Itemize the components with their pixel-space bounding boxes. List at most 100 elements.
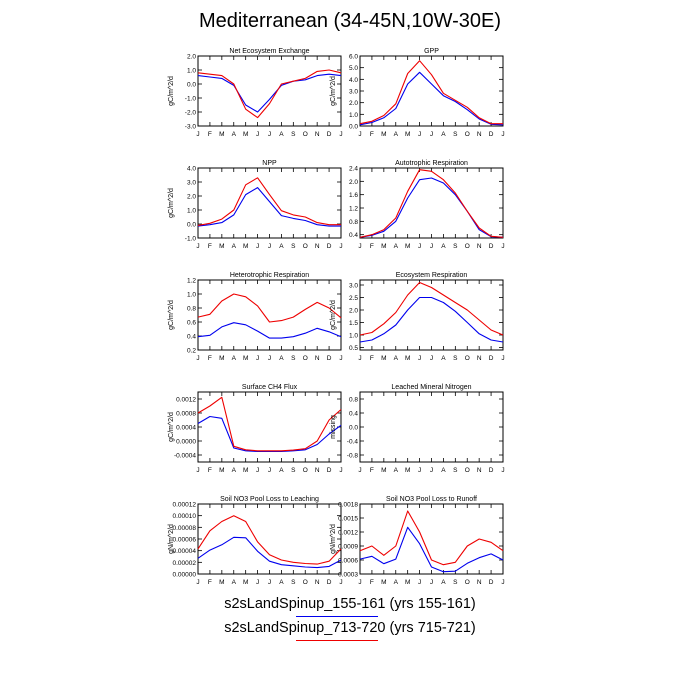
- y-axis-label: gC/m^2/d: [168, 76, 175, 106]
- x-tick-label: N: [477, 467, 482, 474]
- y-tick-label: 0.0004: [176, 425, 196, 432]
- x-tick-label: J: [268, 355, 271, 362]
- chart-surface-ch4-flux: Surface CH4 Flux gC/m^2/d 0.0012 0.0008 0.00…: [168, 384, 343, 474]
- x-tick-label: M: [219, 131, 224, 138]
- x-tick-label: J: [268, 243, 271, 250]
- x-tick-label: F: [370, 579, 374, 586]
- y-tick-label: 2.0: [187, 194, 196, 201]
- x-tick-label: J: [418, 131, 421, 138]
- y-tick-label: 3.0: [349, 283, 358, 290]
- x-tick-label: J: [501, 355, 504, 362]
- x-tick-label: J: [268, 579, 271, 586]
- y-axis-label: gC/m^2/d: [168, 188, 175, 218]
- x-tick-label: S: [291, 467, 296, 474]
- y-tick-label: -0.8: [347, 453, 359, 460]
- y-tick-label: 0.0009: [338, 544, 358, 551]
- x-tick-label: J: [358, 131, 361, 138]
- series-line-s2slandspinup-713-720: [197, 293, 342, 323]
- x-tick-label: J: [196, 355, 199, 362]
- y-tick-label: 3.0: [349, 89, 358, 96]
- x-tick-label: A: [394, 131, 399, 138]
- y-tick-label: 0.0: [187, 82, 196, 89]
- y-axis-label: missing: [330, 415, 337, 439]
- y-tick-label: 1.0: [187, 292, 196, 299]
- series-line-s2slandspinup-713-720: [359, 510, 504, 566]
- x-tick-label: J: [430, 243, 433, 250]
- x-tick-label: A: [441, 579, 446, 586]
- x-tick-label: N: [315, 243, 320, 250]
- y-tick-label: 0.0008: [176, 411, 196, 418]
- y-tick-label: 2.0: [187, 54, 196, 61]
- x-tick-label: A: [232, 467, 237, 474]
- x-tick-label: S: [291, 243, 296, 250]
- y-axis-label: gN/m^2/d: [330, 524, 337, 554]
- x-tick-label: J: [430, 355, 433, 362]
- y-tick-label: 2.0: [349, 100, 358, 107]
- y-tick-label: -0.0004: [174, 453, 196, 460]
- x-tick-label: S: [453, 467, 458, 474]
- x-tick-label: A: [232, 131, 237, 138]
- chart-title: NPP: [262, 160, 277, 167]
- y-tick-label: 1.2: [187, 278, 196, 285]
- x-tick-label: J: [339, 243, 342, 250]
- y-tick-label: 0.0012: [176, 397, 196, 404]
- y-tick-label: 1.2: [349, 206, 358, 213]
- y-tick-label: -2.0: [185, 110, 197, 117]
- y-tick-label: 0.0006: [338, 558, 358, 565]
- chart-soil-no3-pool-loss-to-runoff: Soil NO3 Pool Loss to RunoffgN/m^2/d0.00…: [330, 496, 505, 586]
- x-tick-label: M: [219, 579, 224, 586]
- x-tick-label: M: [219, 467, 224, 474]
- x-tick-label: M: [243, 467, 248, 474]
- x-tick-label: J: [268, 131, 271, 138]
- x-tick-label: A: [394, 243, 399, 250]
- plot-frame: [359, 279, 504, 351]
- x-tick-label: N: [477, 355, 482, 362]
- x-tick-label: D: [327, 467, 332, 474]
- y-tick-label: 0.0015: [338, 516, 358, 523]
- x-tick-label: A: [232, 243, 237, 250]
- x-tick-label: O: [303, 131, 308, 138]
- x-tick-label: D: [489, 579, 494, 586]
- x-tick-label: J: [339, 579, 342, 586]
- y-axis-label: gC/m^2/d: [168, 300, 175, 330]
- x-tick-label: A: [232, 355, 237, 362]
- y-tick-label: 2.5: [349, 295, 358, 302]
- y-tick-label: -1.0: [185, 96, 197, 103]
- x-tick-label: O: [303, 579, 308, 586]
- x-tick-label: J: [196, 579, 199, 586]
- y-tick-label: 0.4: [349, 232, 358, 239]
- chart-title: GPP: [424, 48, 439, 55]
- x-tick-label: F: [208, 131, 212, 138]
- x-tick-label: J: [501, 243, 504, 250]
- y-tick-label: 0.8: [349, 219, 358, 226]
- x-tick-label: A: [394, 579, 399, 586]
- x-tick-label: J: [358, 579, 361, 586]
- x-tick-label: A: [394, 467, 399, 474]
- x-tick-label: J: [430, 467, 433, 474]
- chart-title: Ecosystem Respiration: [396, 272, 468, 279]
- x-tick-label: A: [279, 467, 284, 474]
- x-tick-label: S: [453, 243, 458, 250]
- x-tick-label: J: [430, 131, 433, 138]
- series-line-s2slandspinup-155-161: [197, 536, 342, 569]
- x-tick-label: M: [243, 355, 248, 362]
- y-tick-label: 0.6: [187, 320, 196, 327]
- plot-frame: [197, 55, 342, 127]
- chart-heterotrophic-respiration: Heterotrophic Respiration gC/m^2/d 1.2 1.0 0…: [168, 272, 343, 362]
- y-axis-label: gN/m^2/d: [168, 524, 175, 554]
- x-tick-label: J: [196, 467, 199, 474]
- x-tick-label: S: [453, 579, 458, 586]
- y-tick-label: 0.4: [349, 411, 358, 418]
- chart-autotrophic-respiration: Autotrophic Respiration 2.4 2.0 1.6 1.2 0.8 0.…: [349, 160, 505, 250]
- x-tick-label: O: [303, 467, 308, 474]
- x-tick-label: F: [370, 243, 374, 250]
- x-tick-label: N: [477, 579, 482, 586]
- x-tick-label: M: [405, 355, 410, 362]
- x-tick-label: N: [315, 467, 320, 474]
- chart-title: Leached Mineral Nitrogen: [391, 384, 471, 391]
- series-line-s2slandspinup-713-720: [197, 396, 342, 452]
- x-tick-label: M: [405, 131, 410, 138]
- x-tick-label: M: [219, 355, 224, 362]
- x-tick-label: O: [303, 355, 308, 362]
